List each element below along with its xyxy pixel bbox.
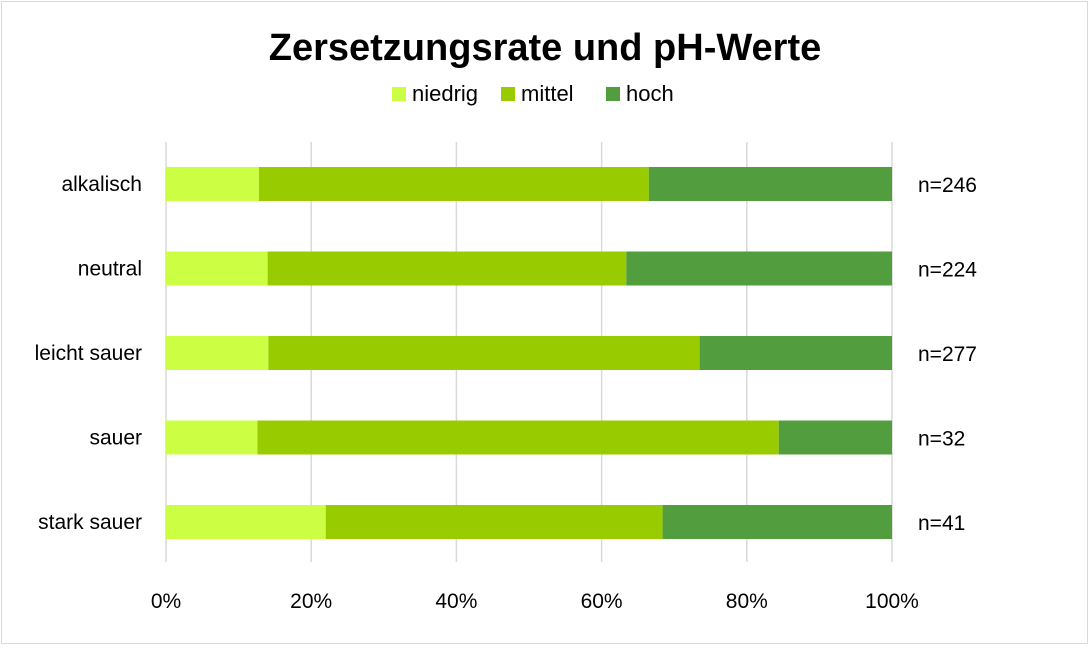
- legend-swatch-mittel: [501, 87, 515, 101]
- bar-segment-mittel: [268, 336, 700, 370]
- x-tick-label: 40%: [435, 590, 477, 613]
- legend-swatch-hoch: [606, 87, 620, 101]
- bar-segment-hoch: [662, 505, 892, 539]
- bar-segment-hoch: [778, 420, 892, 455]
- x-tick-label: 60%: [581, 590, 623, 613]
- legend-label-hoch: hoch: [626, 81, 674, 106]
- legend: niedrig mittel hoch: [392, 81, 674, 106]
- x-tick-label: 80%: [726, 590, 768, 613]
- category-label: neutral: [78, 258, 142, 281]
- bar-segment-niedrig: [166, 505, 326, 539]
- category-label: stark sauer: [38, 511, 142, 534]
- chart-title: Zersetzungsrate und pH-Werte: [269, 27, 821, 69]
- bars: [166, 167, 892, 539]
- sample-size-label: n=41: [918, 512, 965, 535]
- bar-segment-mittel: [258, 167, 649, 201]
- sample-size-label: n=224: [918, 259, 977, 282]
- category-labels: alkalisch neutral leicht sauer sauer stark s…: [35, 173, 142, 534]
- bar-segment-mittel: [325, 505, 663, 539]
- bar-segment-mittel: [267, 251, 627, 286]
- bar-segment-niedrig: [166, 420, 258, 455]
- legend-label-niedrig: niedrig: [412, 81, 478, 106]
- x-tick-labels: 0% 20% 40% 60% 80% 100%: [151, 590, 919, 613]
- bar-segment-hoch: [699, 336, 892, 370]
- bar-segment-hoch: [626, 251, 892, 286]
- sample-size-labels: n=246 n=224 n=277 n=32 n=41: [918, 174, 977, 535]
- bar-segment-niedrig: [166, 336, 269, 370]
- bar-segment-hoch: [648, 167, 892, 201]
- sample-size-label: n=277: [918, 343, 977, 366]
- bar-segment-niedrig: [166, 251, 268, 286]
- x-tick-label: 100%: [865, 590, 919, 613]
- bar-segment-niedrig: [166, 167, 259, 201]
- bar-segment-mittel: [257, 420, 779, 455]
- legend-label-mittel: mittel: [521, 81, 574, 106]
- sample-size-label: n=246: [918, 174, 977, 197]
- legend-swatch-niedrig: [392, 87, 406, 101]
- x-tick-label: 20%: [290, 590, 332, 613]
- category-label: alkalisch: [61, 173, 142, 196]
- category-label: sauer: [89, 427, 142, 450]
- category-label: leicht sauer: [35, 342, 142, 365]
- sample-size-label: n=32: [918, 428, 965, 451]
- x-tick-label: 0%: [151, 590, 181, 613]
